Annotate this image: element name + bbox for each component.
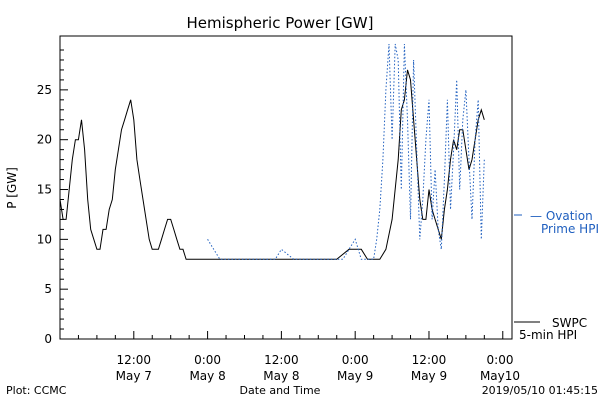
x-tick-label-time: 0:00 [487, 353, 514, 367]
y-tick-label: 25 [37, 83, 52, 97]
x-axis: 12:00 May 7 0:00 May 8 12:00 May 8 0:00 May 9 12… [59, 331, 520, 383]
x-tick-label-date: May10 [480, 369, 520, 383]
plot-timestamp: 2019/05/10 01:45:15 [482, 384, 598, 397]
y-tick-label: 5 [44, 282, 52, 296]
series-line-swpc [59, 69, 485, 260]
x-tick-label-time: 12:00 [264, 353, 299, 367]
x-axis-label: Date and Time [240, 384, 321, 397]
y-tick-label: 20 [37, 133, 52, 147]
legend-ovation-line2: Prime HPI [541, 222, 599, 236]
x-tick-label-date: May 9 [411, 369, 447, 383]
plot-source-label: Plot: CCMC [6, 384, 67, 397]
plot-frame [59, 35, 513, 340]
y-tick-label: 10 [37, 232, 52, 246]
y-axis: 0 5 10 15 20 25 [37, 49, 68, 346]
y-tick-label: 15 [37, 183, 52, 197]
series-group [59, 43, 485, 260]
x-tick-label-time: 0:00 [194, 353, 221, 367]
legend-ovation-line1: — Ovation [530, 209, 593, 223]
x-tick-label-date: May 7 [116, 369, 152, 383]
y-axis-label: P [GW] [5, 167, 19, 209]
legend-swpc-line2: 5-min HPI [519, 328, 577, 342]
x-tick-label-time: 12:00 [116, 353, 151, 367]
x-tick-label-time: 0:00 [342, 353, 369, 367]
chart-title: Hemispheric Power [GW] [187, 14, 374, 32]
series-line-ovation [207, 43, 485, 260]
x-tick-label-date: May 9 [337, 369, 373, 383]
y-tick-label: 0 [44, 332, 52, 346]
legend-swpc-line1: SWPC [552, 316, 587, 330]
legend: — Ovation Prime HPI SWPC 5-min HPI [514, 209, 599, 342]
x-tick-label-time: 12:00 [412, 353, 447, 367]
x-tick-label-date: May 8 [189, 369, 225, 383]
x-tick-label-date: May 8 [263, 369, 299, 383]
